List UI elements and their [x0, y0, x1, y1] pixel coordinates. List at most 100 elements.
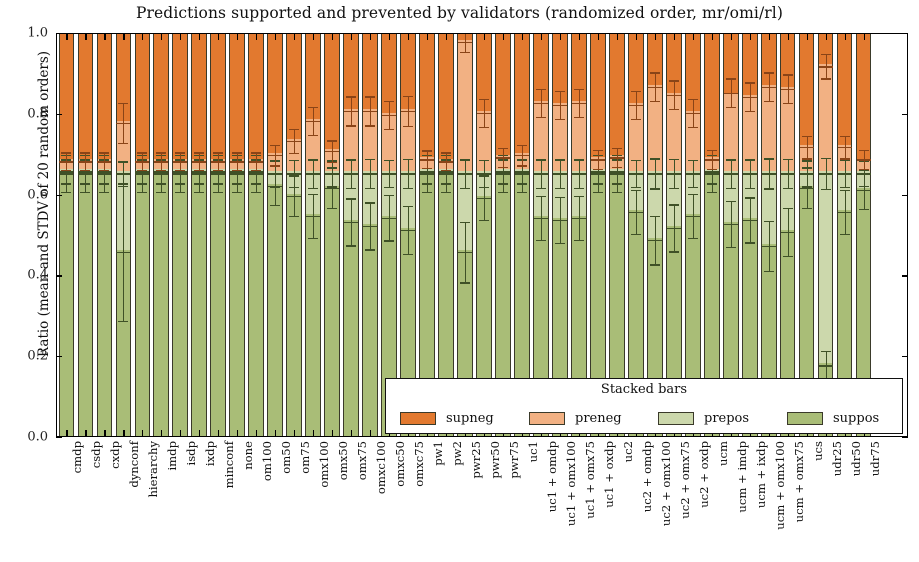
error-bar-mean: [116, 252, 131, 254]
x-tick-mark: [806, 34, 808, 40]
error-bar-line: [578, 88, 580, 117]
error-bar-mean: [116, 173, 131, 175]
bar-segment-preneg: [665, 92, 682, 172]
error-bar-cap: [611, 183, 622, 185]
error-bar-mean: [401, 110, 416, 113]
bar-segment-supneg: [400, 34, 416, 109]
x-tick-mark: [199, 430, 201, 436]
error-bar-cap: [289, 128, 300, 131]
error-bar-line: [749, 197, 751, 243]
error-bar-line: [787, 74, 789, 103]
error-bar-mean: [590, 171, 605, 173]
legend-item-preneg[interactable]: preneg: [515, 411, 644, 426]
error-bar-cap: [839, 233, 850, 236]
error-bar-line: [161, 152, 163, 171]
error-bar-cap: [630, 189, 641, 191]
bar-segment-prepos: [684, 171, 701, 214]
error-bar-line: [825, 158, 827, 189]
error-bar-mean: [647, 173, 662, 175]
x-tick-mark: [218, 34, 220, 40]
bar-segment-prepos: [381, 171, 397, 216]
bar-segment-suppos: [58, 171, 75, 436]
error-bar-cap: [118, 320, 129, 323]
error-bar-cap: [782, 207, 793, 210]
error-bar-cap: [763, 100, 774, 102]
x-tick-mark: [199, 34, 201, 40]
bar-segment-supneg: [248, 34, 265, 160]
error-bar-cap: [99, 152, 110, 154]
error-bar-cap: [270, 145, 281, 147]
y-tick-mark: [56, 356, 62, 358]
bar-segment-suppos: [172, 171, 189, 436]
error-bar-mean: [799, 147, 814, 149]
error-bar-cap: [535, 195, 546, 197]
x-tick-label: omxc100: [374, 441, 389, 495]
bar-segment-supneg: [419, 34, 435, 158]
error-bar-cap: [270, 165, 281, 167]
error-bar-cap: [649, 158, 660, 160]
error-bar-cap: [744, 82, 755, 84]
error-bar-line: [673, 80, 675, 109]
y-tick-mark: [56, 194, 62, 196]
bar-segment-prepos: [400, 171, 416, 228]
error-bar-cap: [346, 96, 357, 98]
error-bar-mean: [552, 104, 567, 106]
error-bar-cap: [611, 166, 622, 169]
x-tick-mark: [85, 430, 87, 436]
error-bar-mean: [723, 173, 738, 175]
bar-segment-prepos: [855, 171, 872, 188]
error-bar-cap: [535, 159, 546, 161]
x-tick-label: isdp: [184, 441, 199, 466]
stacked-bar: [172, 34, 189, 436]
error-bar-mean: [628, 173, 643, 175]
bar-segment-suppos: [153, 171, 170, 436]
x-tick-mark: [237, 34, 239, 40]
bar-segment-preneg: [381, 112, 397, 172]
bar-segment-suppos: [229, 171, 246, 436]
error-bar-mean: [476, 112, 491, 115]
error-bar-cap: [422, 150, 433, 152]
error-bar-line: [351, 198, 353, 246]
error-bar-mean: [249, 171, 264, 173]
error-bar-line: [768, 158, 770, 189]
x-tick-mark: [332, 34, 334, 40]
error-bar-cap: [327, 207, 338, 210]
x-tick-mark: [825, 34, 827, 40]
error-bar-mean: [856, 173, 871, 175]
bar-segment-preneg: [495, 155, 511, 170]
error-bar-mean: [704, 171, 719, 173]
bar-segment-supneg: [134, 34, 151, 160]
error-bar-mean: [192, 171, 207, 173]
error-bar-line: [768, 72, 770, 101]
error-bar-mean: [287, 141, 302, 143]
error-bar-cap: [365, 158, 376, 161]
x-tick-label: ucm: [715, 441, 730, 466]
legend-item-prepos[interactable]: prepos: [644, 411, 773, 426]
y-tick-label: 0.2: [27, 348, 48, 364]
error-bar-line: [427, 159, 429, 184]
stacked-bar: [419, 34, 435, 436]
x-tick-mark: [787, 34, 789, 40]
error-bar-mean: [647, 86, 662, 88]
error-bar-cap: [194, 170, 205, 172]
legend-item-supneg[interactable]: supneg: [386, 411, 515, 426]
error-bar-mean: [495, 171, 510, 173]
x-tick-label: uc1 + oxdp: [601, 441, 616, 508]
error-bar-line: [597, 159, 599, 184]
stacked-bar: [684, 34, 701, 436]
bar-segment-preneg: [855, 159, 872, 172]
error-bar-mean: [382, 114, 397, 117]
error-bar-cap: [630, 159, 641, 161]
error-bar-line: [370, 96, 372, 126]
x-tick-label: omx100: [317, 441, 332, 488]
bar-segment-prepos: [457, 171, 473, 251]
bar-segment-prepos: [343, 171, 360, 220]
error-bar-cap: [497, 191, 508, 194]
error-bar-cap: [137, 152, 148, 154]
error-bar-cap: [858, 208, 869, 211]
error-bar-mean: [609, 157, 624, 159]
error-bar-cap: [365, 187, 376, 190]
error-bar-cap: [516, 165, 527, 167]
error-bar-cap: [346, 125, 357, 127]
legend-item-suppos[interactable]: suppos: [773, 411, 902, 426]
